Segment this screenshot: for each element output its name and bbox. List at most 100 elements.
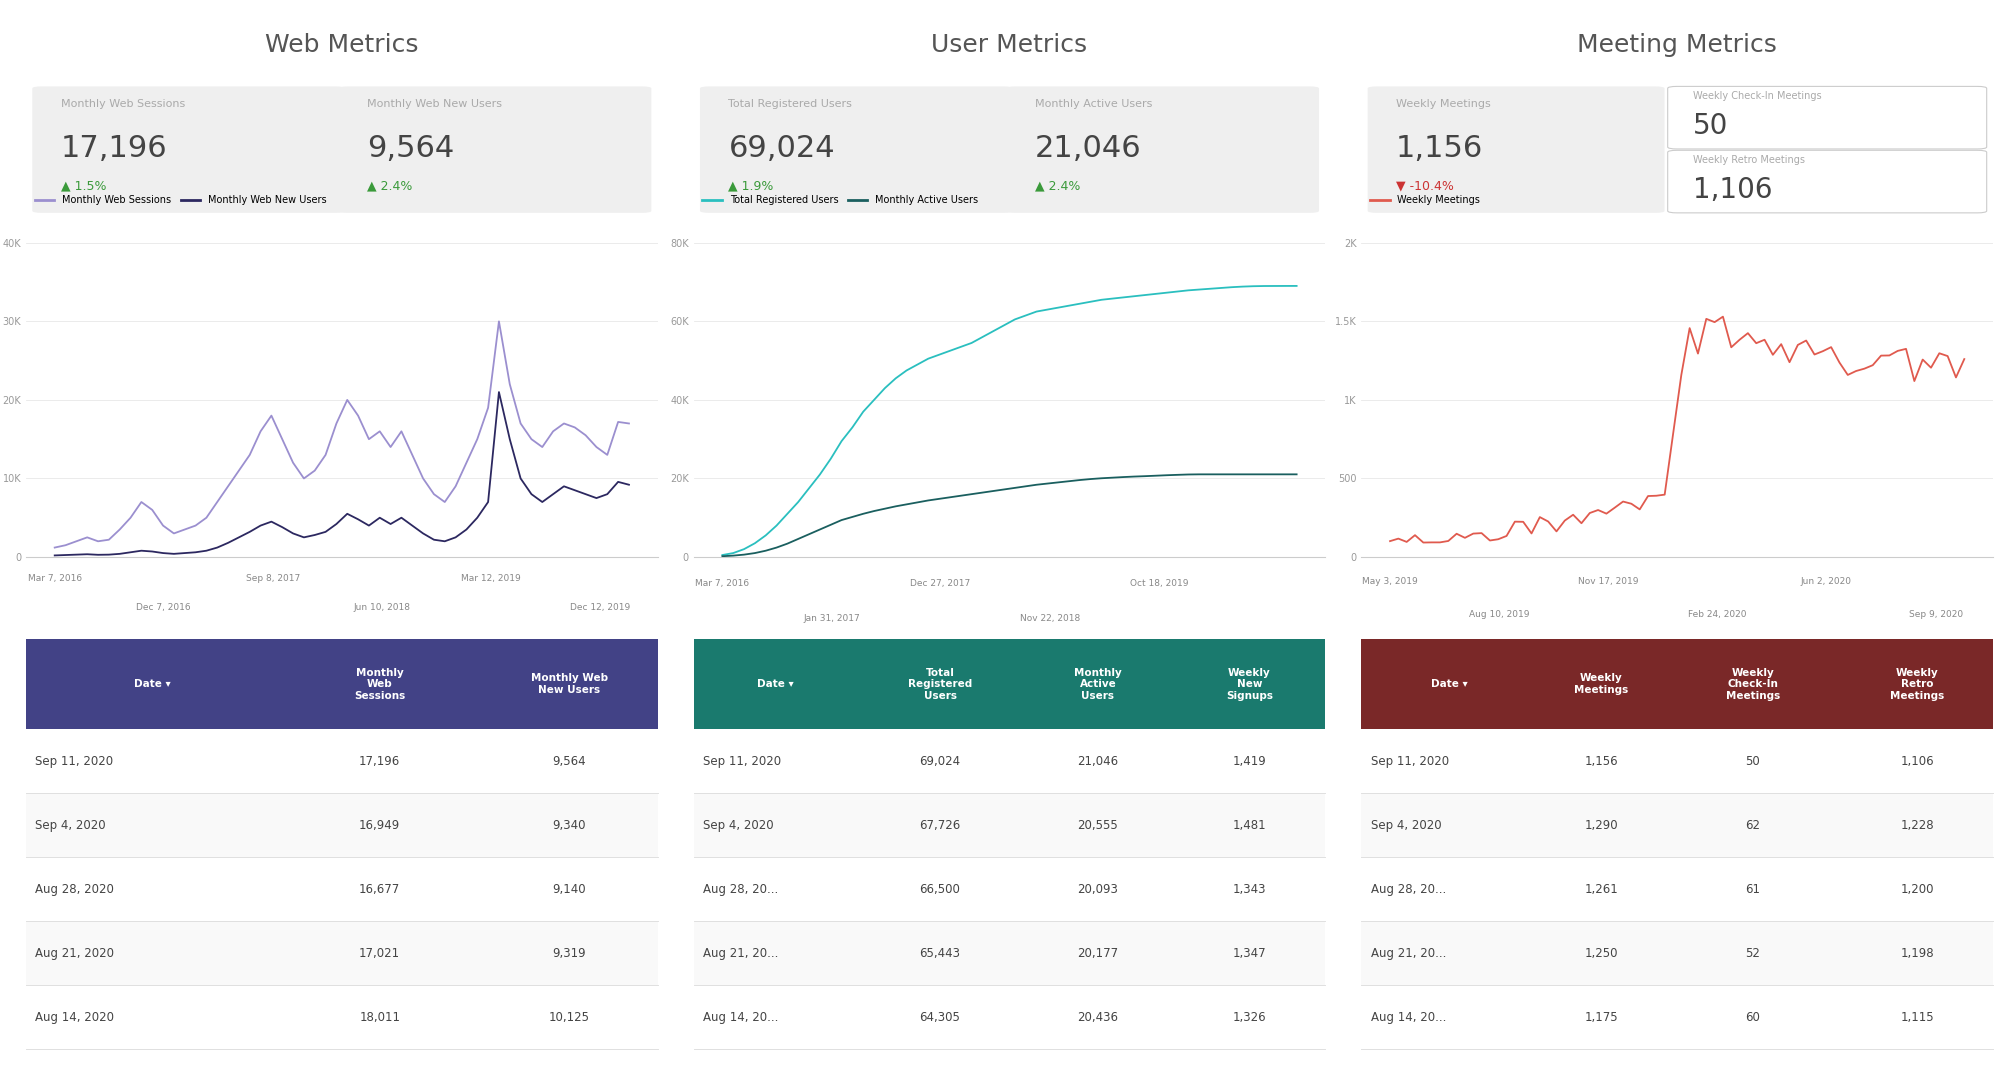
Text: 1,419: 1,419 xyxy=(1233,755,1267,768)
Bar xyxy=(278,985,482,1049)
Bar xyxy=(857,730,1021,793)
Text: Mar 7, 2016: Mar 7, 2016 xyxy=(695,578,749,588)
Bar xyxy=(1021,639,1173,730)
Text: Aug 10, 2019: Aug 10, 2019 xyxy=(1469,610,1528,620)
Text: Jun 2, 2020: Jun 2, 2020 xyxy=(1800,577,1850,587)
Text: 1,115: 1,115 xyxy=(1900,1011,1932,1023)
Text: Monthly Web
New Users: Monthly Web New Users xyxy=(529,673,607,694)
Text: 9,140: 9,140 xyxy=(551,883,585,896)
Text: Monthly
Web
Sessions: Monthly Web Sessions xyxy=(354,668,406,701)
Bar xyxy=(1536,793,1664,857)
Text: User Metrics: User Metrics xyxy=(931,33,1087,58)
Text: 1,228: 1,228 xyxy=(1900,819,1932,832)
Text: Monthly Web New Users: Monthly Web New Users xyxy=(368,99,501,109)
Text: Date ▾: Date ▾ xyxy=(134,679,170,689)
Bar xyxy=(1840,793,1992,857)
Bar xyxy=(1536,857,1664,921)
Text: 18,011: 18,011 xyxy=(360,1011,400,1023)
Bar xyxy=(1173,639,1325,730)
Text: 69,024: 69,024 xyxy=(919,755,961,768)
Text: 1,481: 1,481 xyxy=(1233,819,1265,832)
Bar xyxy=(693,639,857,730)
Text: Meeting Metrics: Meeting Metrics xyxy=(1576,33,1776,58)
Bar xyxy=(1361,639,1536,730)
Bar xyxy=(1664,857,1840,921)
Text: 21,046: 21,046 xyxy=(1035,134,1141,163)
Text: 67,726: 67,726 xyxy=(919,819,961,832)
Text: ▲ 1.5%: ▲ 1.5% xyxy=(60,179,106,192)
Bar xyxy=(482,730,657,793)
Bar xyxy=(857,985,1021,1049)
Text: 17,196: 17,196 xyxy=(60,134,168,163)
Bar xyxy=(693,921,857,985)
Text: 66,500: 66,500 xyxy=(919,883,959,896)
Text: 9,564: 9,564 xyxy=(368,134,454,163)
Bar xyxy=(1173,985,1325,1049)
Text: 1,156: 1,156 xyxy=(1395,134,1483,163)
Text: 62: 62 xyxy=(1744,819,1760,832)
Bar xyxy=(693,985,857,1049)
Text: Sep 4, 2020: Sep 4, 2020 xyxy=(36,819,106,832)
Bar xyxy=(693,730,857,793)
Bar xyxy=(26,921,278,985)
Bar xyxy=(26,639,278,730)
Text: Weekly
Meetings: Weekly Meetings xyxy=(1574,673,1628,694)
Bar xyxy=(693,857,857,921)
Bar xyxy=(1840,985,1992,1049)
Bar xyxy=(26,857,278,921)
Bar xyxy=(482,985,657,1049)
Text: 17,196: 17,196 xyxy=(360,755,400,768)
Text: 1,106: 1,106 xyxy=(1692,177,1772,204)
Text: 10,125: 10,125 xyxy=(549,1011,589,1023)
Text: Dec 12, 2019: Dec 12, 2019 xyxy=(569,603,629,611)
Text: 50: 50 xyxy=(1744,755,1760,768)
Text: 20,436: 20,436 xyxy=(1077,1011,1117,1023)
Text: 1,343: 1,343 xyxy=(1233,883,1265,896)
Text: 1,326: 1,326 xyxy=(1233,1011,1265,1023)
Bar xyxy=(1021,985,1173,1049)
Text: 17,021: 17,021 xyxy=(360,947,400,960)
Text: 65,443: 65,443 xyxy=(919,947,959,960)
Bar xyxy=(1173,730,1325,793)
Text: 16,949: 16,949 xyxy=(360,819,400,832)
Text: Weekly
Check-In
Meetings: Weekly Check-In Meetings xyxy=(1724,668,1778,701)
Bar xyxy=(482,921,657,985)
Text: Nov 17, 2019: Nov 17, 2019 xyxy=(1576,577,1638,587)
Bar xyxy=(482,639,657,730)
Bar xyxy=(857,921,1021,985)
Bar xyxy=(278,857,482,921)
FancyBboxPatch shape xyxy=(32,86,346,213)
Bar xyxy=(1021,793,1173,857)
Legend: Weekly Meetings: Weekly Meetings xyxy=(1365,191,1483,209)
Text: 16,677: 16,677 xyxy=(360,883,400,896)
Bar xyxy=(1664,793,1840,857)
Text: 9,564: 9,564 xyxy=(551,755,585,768)
Text: Jan 31, 2017: Jan 31, 2017 xyxy=(803,613,859,623)
Bar xyxy=(26,730,278,793)
Text: Total
Registered
Users: Total Registered Users xyxy=(907,668,971,701)
Bar xyxy=(26,793,278,857)
Text: 21,046: 21,046 xyxy=(1077,755,1119,768)
Bar xyxy=(278,639,482,730)
Text: Aug 21, 20...: Aug 21, 20... xyxy=(703,947,777,960)
Text: 20,555: 20,555 xyxy=(1077,819,1117,832)
Bar xyxy=(1664,921,1840,985)
Bar xyxy=(278,730,482,793)
FancyBboxPatch shape xyxy=(1367,86,1664,213)
FancyBboxPatch shape xyxy=(1666,86,1986,149)
Text: Jun 10, 2018: Jun 10, 2018 xyxy=(354,603,410,611)
Legend: Total Registered Users, Monthly Active Users: Total Registered Users, Monthly Active U… xyxy=(697,191,981,209)
Text: Weekly Retro Meetings: Weekly Retro Meetings xyxy=(1692,155,1804,165)
Bar xyxy=(1840,639,1992,730)
Bar xyxy=(1361,985,1536,1049)
Text: Oct 18, 2019: Oct 18, 2019 xyxy=(1129,578,1187,588)
Text: 1,261: 1,261 xyxy=(1584,883,1618,896)
Bar xyxy=(1536,639,1664,730)
Bar xyxy=(1664,730,1840,793)
Text: 9,340: 9,340 xyxy=(551,819,585,832)
Text: Feb 24, 2020: Feb 24, 2020 xyxy=(1686,610,1746,620)
Text: 52: 52 xyxy=(1744,947,1760,960)
Bar xyxy=(278,921,482,985)
Text: 20,093: 20,093 xyxy=(1077,883,1117,896)
Text: Sep 4, 2020: Sep 4, 2020 xyxy=(1371,819,1441,832)
